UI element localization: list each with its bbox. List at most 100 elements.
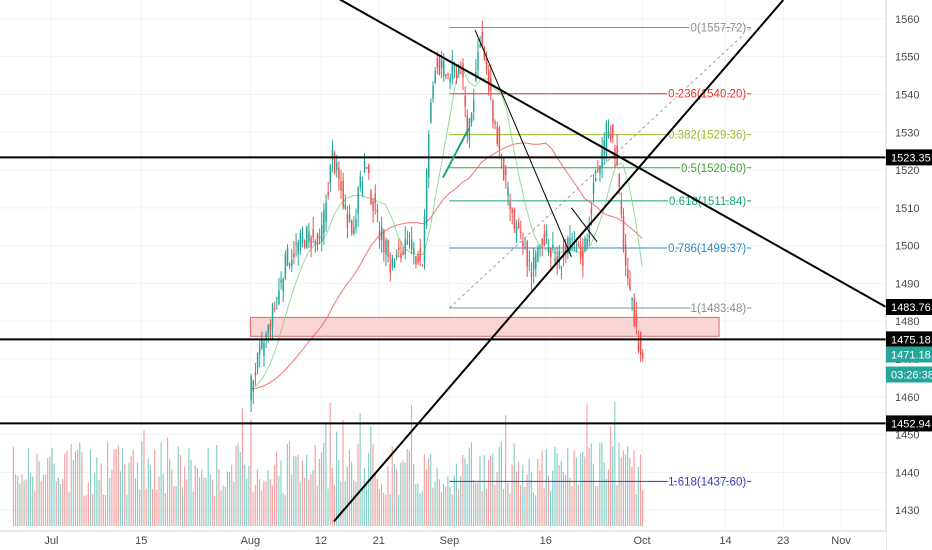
volume-bar <box>605 478 607 526</box>
volume-bar <box>102 494 104 526</box>
swing-line <box>571 207 598 243</box>
volume-bar <box>502 488 505 526</box>
volume-bar <box>27 447 29 526</box>
volume-bar <box>181 487 184 526</box>
volume-bar <box>601 442 603 526</box>
volume-bar <box>440 492 443 526</box>
volume-bar <box>291 474 293 526</box>
fib-level-label: 0.786(1499.37) <box>668 243 746 255</box>
volume-bar <box>186 479 188 526</box>
volume-bar <box>21 474 23 526</box>
volume-bar <box>635 494 637 526</box>
volume-bar <box>494 484 496 526</box>
volume-bar <box>594 485 597 526</box>
time-tick-label: Oct <box>633 535 650 547</box>
candle <box>250 376 252 401</box>
candle <box>552 244 554 248</box>
candle <box>451 61 454 79</box>
volume-bar <box>398 495 400 526</box>
volume-bar <box>179 454 181 526</box>
volume-bar <box>235 445 237 526</box>
volume-bar <box>582 451 584 526</box>
volume-bar <box>134 478 137 526</box>
fib-level-label: 0(1557.72) <box>691 23 747 35</box>
volume-bar <box>128 462 130 526</box>
volume-bar <box>588 447 590 526</box>
candle <box>479 45 481 47</box>
candle <box>376 209 379 213</box>
volume-bar <box>612 446 614 526</box>
candle <box>395 254 398 258</box>
volume-bar <box>391 446 393 526</box>
volume-bar <box>40 480 42 526</box>
price-axis-bg <box>886 0 932 550</box>
trendline-price-badge: 1483.76 <box>891 302 931 314</box>
volume-bar <box>325 422 327 526</box>
countdown-badge-bg <box>886 366 932 383</box>
candle <box>385 239 387 255</box>
volume-bar <box>233 481 235 526</box>
volume-bar <box>295 456 297 526</box>
volume-bar <box>530 472 532 526</box>
volume-bar <box>149 465 151 526</box>
volume-bar <box>119 471 122 526</box>
candle <box>329 165 332 184</box>
volume-bar <box>243 464 246 526</box>
volume-bar <box>348 449 351 526</box>
candle <box>554 258 556 262</box>
candle <box>312 229 314 238</box>
level-price-badge-bg <box>886 149 932 166</box>
candle <box>327 191 329 196</box>
volume-bar <box>449 486 451 526</box>
volume-bar <box>333 484 336 526</box>
volume-bar <box>498 446 500 526</box>
candle <box>603 140 606 155</box>
volume-bar <box>592 463 594 526</box>
volume-bar <box>464 458 466 526</box>
candle <box>579 245 582 260</box>
volume-bar <box>104 494 107 526</box>
volume-bar <box>209 474 211 526</box>
volume-bar <box>166 437 169 526</box>
volume-bar <box>633 449 635 526</box>
candle <box>254 372 257 376</box>
time-tick-label: 14 <box>719 535 731 547</box>
volume-bar <box>526 474 528 526</box>
volume-bar <box>228 471 231 526</box>
volume-bar <box>107 442 109 526</box>
price-tick-label: 1530 <box>895 127 919 139</box>
candle <box>618 173 620 187</box>
volume-bar <box>299 482 301 526</box>
volume-bar <box>515 471 517 526</box>
candle <box>466 115 469 137</box>
volume-bar <box>14 474 17 526</box>
candle <box>406 240 409 245</box>
candle <box>460 72 462 74</box>
volume-bar <box>329 402 331 526</box>
candle <box>391 258 394 267</box>
volume-bar <box>323 443 325 526</box>
volume-bar <box>130 455 132 526</box>
volume-bar <box>192 491 194 526</box>
candle <box>333 152 336 174</box>
volume-bar <box>353 479 355 526</box>
volume-bar <box>280 460 282 526</box>
volume-bar <box>98 480 100 526</box>
volume-bar <box>203 477 205 526</box>
volume-bar <box>584 456 586 526</box>
candle <box>543 234 546 246</box>
volume-bar <box>321 452 323 526</box>
volume-bar <box>92 494 94 526</box>
volume-bar <box>629 457 631 526</box>
candle <box>639 332 642 355</box>
candle <box>513 209 516 229</box>
volume-bar <box>577 484 580 526</box>
volume-bar <box>380 483 383 526</box>
volume-bar <box>436 468 438 526</box>
volume-bar <box>372 444 374 526</box>
volume-bar <box>154 449 156 526</box>
volume-bar <box>389 494 391 526</box>
volume-bar <box>87 482 89 526</box>
